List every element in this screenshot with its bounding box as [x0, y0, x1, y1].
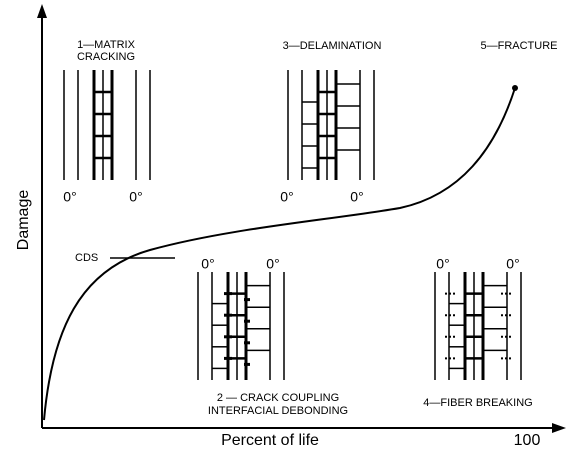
ply-angle: 0° — [63, 189, 76, 205]
ply-angle: 0° — [201, 256, 214, 272]
y-arrow — [37, 4, 47, 18]
ply-angle: 0° — [280, 189, 293, 205]
stage-label: 2 — CRACK COUPLING — [217, 392, 339, 404]
x-arrow — [552, 423, 566, 433]
ply-angle: 0° — [350, 189, 363, 205]
ply-angle: 0° — [266, 256, 279, 272]
stage-label: 5—FRACTURE — [480, 40, 557, 52]
fracture-point — [512, 85, 518, 91]
stage-label: CRACKING — [77, 51, 135, 63]
x-axis-end: 100 — [514, 432, 541, 449]
stage-label: 4—FIBER BREAKING — [423, 397, 532, 409]
cds-label: CDS — [75, 252, 98, 264]
ply-angle: 0° — [129, 189, 142, 205]
ply-angle: 0° — [436, 256, 449, 272]
stage-label: INTERFACIAL DEBONDING — [208, 405, 348, 417]
axes — [41, 14, 556, 429]
damage-curve — [43, 87, 516, 421]
y-axis-label: Damage — [15, 190, 32, 251]
stage-label: 1—MATRIX — [77, 39, 136, 51]
stage-label: 3—DELAMINATION — [283, 40, 382, 52]
ply-angle: 0° — [506, 256, 519, 272]
x-axis-label: Percent of life — [221, 432, 319, 449]
